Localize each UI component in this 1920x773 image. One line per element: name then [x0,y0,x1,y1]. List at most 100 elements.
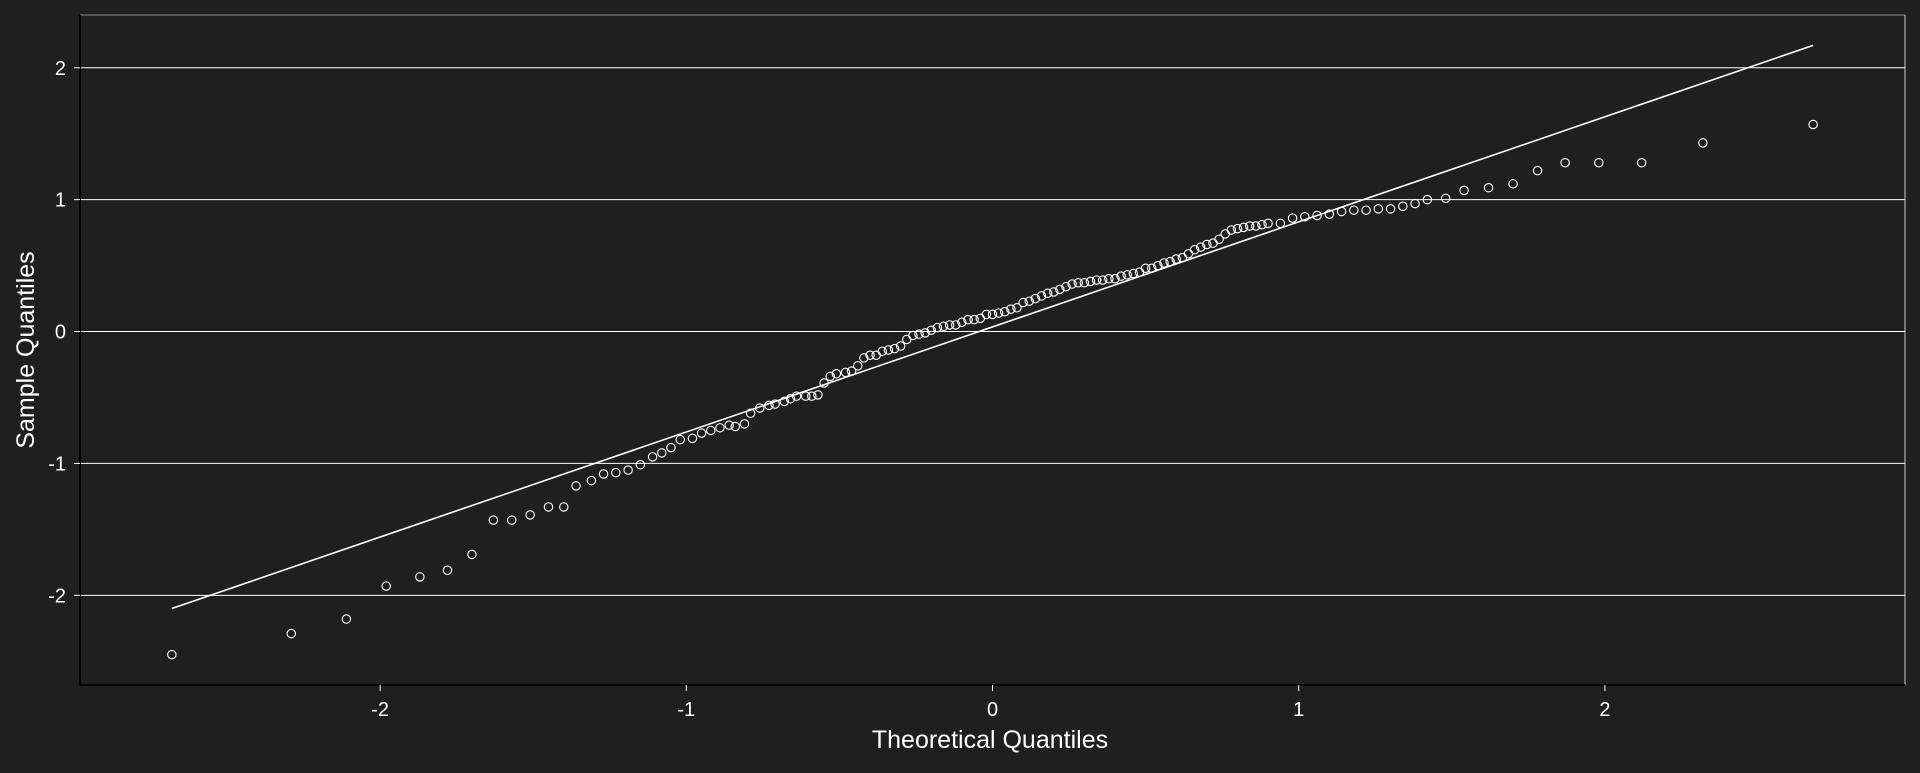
data-point [770,399,780,409]
gridlines [80,67,1905,596]
data-point [611,467,621,478]
data-point [488,515,499,525]
data-point [1238,222,1249,233]
data-point [586,475,597,486]
data-point [865,350,875,361]
data-point [467,549,477,560]
x-axis-label: Theoretical Quantiles [872,726,1108,754]
data-point [675,434,685,445]
data-point [1440,193,1451,204]
data-point [1091,275,1102,285]
data-point [1061,281,1071,292]
data-point [1361,205,1371,215]
data-point [825,371,835,382]
y-tick-label: -1 [48,453,66,475]
data-point [1422,194,1433,205]
data-point [706,425,716,436]
data-point [981,309,992,320]
data-point [1808,119,1818,130]
data-point [1508,179,1518,189]
data-point [1128,268,1139,279]
y-tick-label: -2 [48,585,66,607]
data-point [1336,206,1347,217]
data-point [764,400,774,411]
data-point [1251,221,1261,231]
data-point [957,317,967,328]
data-point [635,459,646,470]
data-point [1532,165,1543,176]
data-point [1257,219,1267,230]
data-point [1275,218,1286,229]
x-tick-label: -2 [371,699,389,721]
data-point [381,581,391,591]
x-axis-ticks: -2 -1 0 1 2 [371,685,1610,721]
data-point [1140,263,1151,273]
data-point [623,465,633,475]
data-point [1116,271,1126,281]
y-axis-ticks: -2 -1 0 1 2 [48,58,80,607]
data-point [1042,288,1053,299]
data-point [895,341,906,351]
data-point [914,329,924,339]
data-point [853,361,863,371]
y-tick-label: 0 [55,322,66,344]
data-point [1165,256,1175,267]
data-point [341,614,352,624]
data-point [1385,204,1396,214]
data-point [1153,260,1163,271]
data-point [1410,198,1420,209]
data-point [715,423,725,433]
data-point [938,321,949,332]
data-point [987,309,998,320]
data-point [1459,185,1469,196]
y-tick-label: 2 [55,58,66,80]
data-point [739,419,750,429]
y-tick-label: 1 [55,190,66,212]
data-point [730,421,741,432]
data-point [1214,234,1224,244]
data-point [1560,157,1570,168]
data-point [1373,204,1384,214]
data-point [442,565,453,576]
data-point [951,320,961,330]
data-point [745,408,756,419]
data-point [1097,275,1108,285]
data-point [1636,157,1647,168]
data-point [571,481,581,491]
x-tick-label: 2 [1599,699,1610,721]
data-point [1349,205,1359,215]
data-point [813,390,823,400]
data-point [920,328,930,338]
data-point [1024,296,1034,306]
data-point [525,510,535,520]
data-point [1300,212,1310,222]
data-point [724,420,734,430]
data-point [598,469,609,479]
data-point [840,367,851,378]
data-point [908,330,918,341]
data-point [1110,274,1120,284]
data-point [819,378,829,388]
data-point [1146,263,1157,273]
data-point [999,307,1010,317]
data-point [1287,213,1298,223]
data-point [779,396,790,407]
data-point [1594,157,1604,168]
x-tick-label: 1 [1293,699,1304,721]
data-point [807,391,817,401]
data-point [543,502,554,512]
data-point [1048,287,1059,297]
data-point [944,320,955,330]
data-point [993,308,1004,318]
data-point [1202,239,1212,250]
data-point [877,346,888,357]
data-point [926,325,937,335]
data-point [791,391,802,401]
data-point [1244,221,1255,231]
data-point [1067,279,1077,289]
data-point [1483,183,1494,193]
data-point [889,343,900,354]
data-point [1189,245,1200,255]
